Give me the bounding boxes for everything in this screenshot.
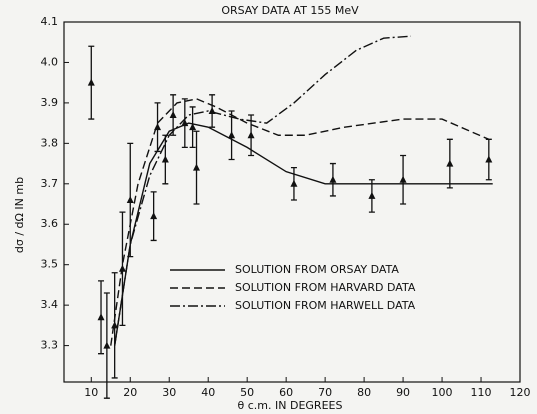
legend-label: SOLUTION FROM HARWELL DATA	[235, 299, 416, 312]
y-tick-label: 3.8	[41, 136, 59, 149]
data-point	[228, 131, 236, 139]
legend-label: SOLUTION FROM HARVARD DATA	[235, 281, 416, 294]
y-tick-label: 3.7	[41, 177, 59, 190]
data-point	[208, 106, 216, 114]
data-point	[485, 155, 493, 163]
data-point	[329, 175, 337, 183]
x-tick-label: 60	[279, 386, 293, 399]
x-tick-label: 50	[240, 386, 254, 399]
x-tick-label: 10	[84, 386, 98, 399]
data-point	[150, 212, 158, 220]
data-point	[446, 159, 454, 167]
x-tick-label: 100	[432, 386, 453, 399]
y-tick-label: 3.9	[41, 96, 59, 109]
y-axis-label: dσ / dΩ IN mb	[13, 177, 26, 253]
x-tick-label: 120	[510, 386, 531, 399]
plot-frame	[63, 21, 521, 383]
data-point	[189, 123, 197, 131]
x-tick-label: 70	[318, 386, 332, 399]
x-axis-label: θ c.m. IN DEGREES	[238, 399, 343, 412]
y-tick-label: 3.6	[41, 217, 59, 230]
data-point	[193, 163, 201, 171]
data-point	[290, 179, 298, 187]
legend-label: SOLUTION FROM ORSAY DATA	[235, 263, 399, 276]
data-point	[169, 111, 177, 119]
curve	[113, 122, 493, 346]
x-tick-label: 80	[357, 386, 371, 399]
chart-title: ORSAY DATA AT 155 MeV	[221, 4, 359, 17]
data-point	[118, 264, 126, 272]
y-tick-label: 3.5	[41, 258, 59, 271]
y-tick-label: 3.4	[41, 298, 59, 311]
y-tick-label: 4.1	[41, 15, 59, 28]
data-point	[126, 195, 134, 203]
data-point	[161, 155, 169, 163]
data-point	[247, 131, 255, 139]
x-tick-label: 40	[201, 386, 215, 399]
x-tick-label: 30	[162, 386, 176, 399]
data-point	[103, 341, 111, 349]
y-tick-label: 3.3	[41, 339, 59, 352]
data-point	[154, 123, 162, 131]
data-point	[111, 321, 119, 329]
x-tick-label: 20	[123, 386, 137, 399]
data-point	[97, 313, 105, 321]
data-point	[399, 175, 407, 183]
data-point	[181, 119, 189, 127]
y-tick-label: 4.0	[41, 55, 59, 68]
data-point	[87, 78, 95, 86]
data-point	[368, 191, 376, 199]
x-tick-label: 110	[471, 386, 492, 399]
x-tick-label: 90	[396, 386, 410, 399]
